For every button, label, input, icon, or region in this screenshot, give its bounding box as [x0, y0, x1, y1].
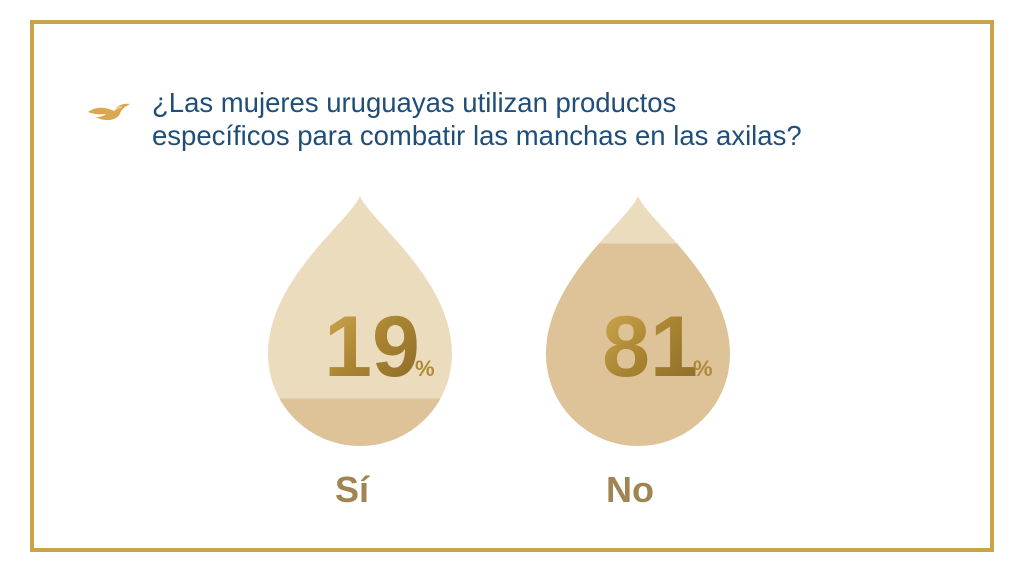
category-label-1: Sí — [335, 469, 370, 510]
drop-fill-2 — [546, 243, 730, 446]
drop-fill-1 — [268, 398, 452, 446]
dove-icon — [88, 103, 130, 121]
percent-sign-1: % — [415, 356, 435, 381]
question-title: ¿Las mujeres uruguayas utilizan producto… — [152, 86, 972, 152]
percent-sign-2: % — [693, 356, 713, 381]
question-line-1: ¿Las mujeres uruguayas utilizan producto… — [152, 87, 677, 118]
value-label-1: 19 — [324, 299, 420, 395]
slide-frame — [30, 20, 994, 552]
value-label-2: 81 — [602, 299, 698, 395]
drop-background-1 — [268, 196, 452, 446]
question-line-2: específicos para combatir las manchas en… — [152, 120, 802, 151]
category-label-2: No — [606, 469, 654, 510]
